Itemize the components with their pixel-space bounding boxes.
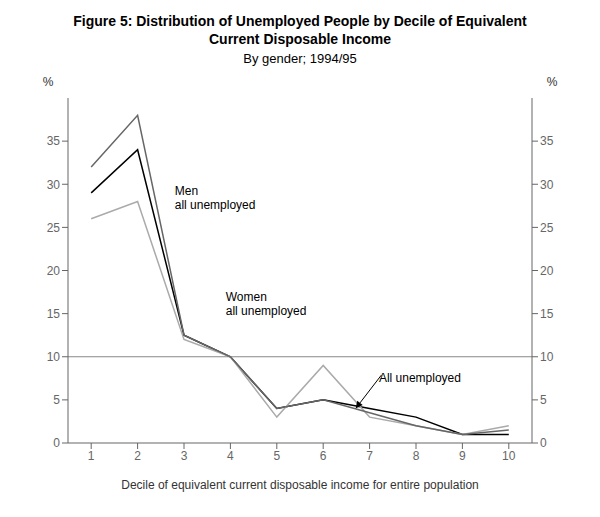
svg-text:4: 4 xyxy=(227,449,234,463)
svg-text:30: 30 xyxy=(47,178,61,192)
svg-text:15: 15 xyxy=(540,307,554,321)
svg-text:20: 20 xyxy=(47,264,61,278)
svg-text:8: 8 xyxy=(413,449,420,463)
svg-text:%: % xyxy=(547,75,558,89)
svg-text:5: 5 xyxy=(540,393,547,407)
svg-text:35: 35 xyxy=(47,134,61,148)
svg-text:6: 6 xyxy=(320,449,327,463)
svg-text:5: 5 xyxy=(273,449,280,463)
svg-text:20: 20 xyxy=(540,264,554,278)
svg-text:1: 1 xyxy=(88,449,95,463)
svg-text:5: 5 xyxy=(53,393,60,407)
svg-text:0: 0 xyxy=(53,436,60,450)
svg-text:35: 35 xyxy=(540,134,554,148)
svg-text:2: 2 xyxy=(134,449,141,463)
svg-text:0: 0 xyxy=(540,436,547,450)
svg-text:9: 9 xyxy=(459,449,466,463)
svg-text:25: 25 xyxy=(540,221,554,235)
html-text:Figure 5: Distribution of Unem: Figure 5: Distribution of Unemployed Peo… xyxy=(73,13,527,29)
svg-text:7: 7 xyxy=(366,449,373,463)
svg-text:10: 10 xyxy=(47,350,61,364)
svg-text:30: 30 xyxy=(540,178,554,192)
svg-text:3: 3 xyxy=(181,449,188,463)
svg-text:Womenall unemployed: Womenall unemployed xyxy=(226,290,307,318)
html-text:By gender; 1994/95: By gender; 1994/95 xyxy=(243,51,357,66)
svg-text:Decile of equivalent current d: Decile of equivalent current disposable … xyxy=(121,478,479,492)
svg-text:25: 25 xyxy=(47,221,61,235)
svg-text:15: 15 xyxy=(47,307,61,321)
html-text:Current Disposable Income: Current Disposable Income xyxy=(209,31,391,47)
svg-text:%: % xyxy=(43,75,54,89)
svg-text:Menall unemployed: Menall unemployed xyxy=(175,184,256,212)
svg-text:10: 10 xyxy=(502,449,516,463)
svg-text:10: 10 xyxy=(540,350,554,364)
svg-text:All unemployed: All unemployed xyxy=(379,371,461,385)
